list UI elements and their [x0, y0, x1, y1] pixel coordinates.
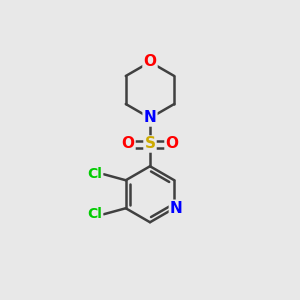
- Text: O: O: [143, 55, 157, 70]
- Text: S: S: [145, 136, 155, 152]
- Text: O: O: [122, 136, 134, 152]
- Text: N: N: [144, 110, 156, 125]
- Text: Cl: Cl: [87, 167, 102, 181]
- Text: O: O: [166, 136, 178, 152]
- Text: N: N: [170, 201, 183, 216]
- Text: Cl: Cl: [87, 207, 102, 221]
